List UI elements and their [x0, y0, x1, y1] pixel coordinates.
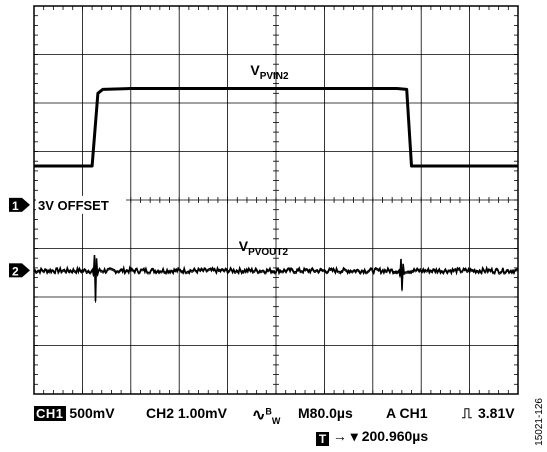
channel-marker-text-2: 2: [12, 264, 19, 278]
trigger-tag: T: [316, 432, 329, 446]
trace-vpvout2: [33, 254, 519, 302]
ch1-scale-readout: CH1 500mV: [34, 405, 115, 421]
bandwidth-icon: ∿: [252, 407, 266, 424]
figure-id: 15021-126: [534, 398, 545, 446]
channel-marker-arrow-1: [22, 197, 30, 212]
bw-w: W: [271, 415, 281, 426]
ch2-scale: CH2 1.00mV: [146, 405, 227, 421]
ch1-tag: CH1: [34, 406, 66, 421]
traces: [33, 87, 519, 303]
offset-label-bg: [36, 195, 126, 214]
bw-b: B: [265, 406, 272, 417]
trace-vpvin2: [34, 87, 518, 168]
trigger-level: 3.81V: [478, 405, 515, 421]
label-vpvin2: VPVIN2: [250, 62, 289, 82]
label-vpvout2: VPVOUT2: [239, 238, 289, 258]
status-bar: CH1 500mV CH2 1.00mV ∿BW M80.0µs A CH1 ⎍…: [0, 398, 525, 452]
offset-label: 3V OFFSET: [38, 198, 109, 213]
channel-marker-2: [9, 263, 22, 278]
trace-vpvout2-band: [33, 256, 519, 303]
bandwidth-limit: ∿BW: [252, 405, 281, 426]
timebase: M80.0µs: [298, 405, 353, 421]
status-row-2: T → ▾ 200.960µs: [316, 428, 428, 446]
trigger-source: A CH1: [386, 405, 428, 421]
ch1-scale: 500mV: [69, 405, 115, 421]
channel-marker-arrow-2: [22, 263, 30, 278]
trigger-position: → ▾ 200.960µs: [332, 428, 429, 444]
channel-marker-1: [9, 197, 22, 212]
rising-edge-icon: ⎍: [462, 405, 472, 421]
channel-markers: 12: [9, 197, 30, 278]
channel-marker-text-1: 1: [12, 199, 19, 213]
trace-labels: VPVIN2 VPVOUT2 3V OFFSET: [36, 62, 289, 258]
